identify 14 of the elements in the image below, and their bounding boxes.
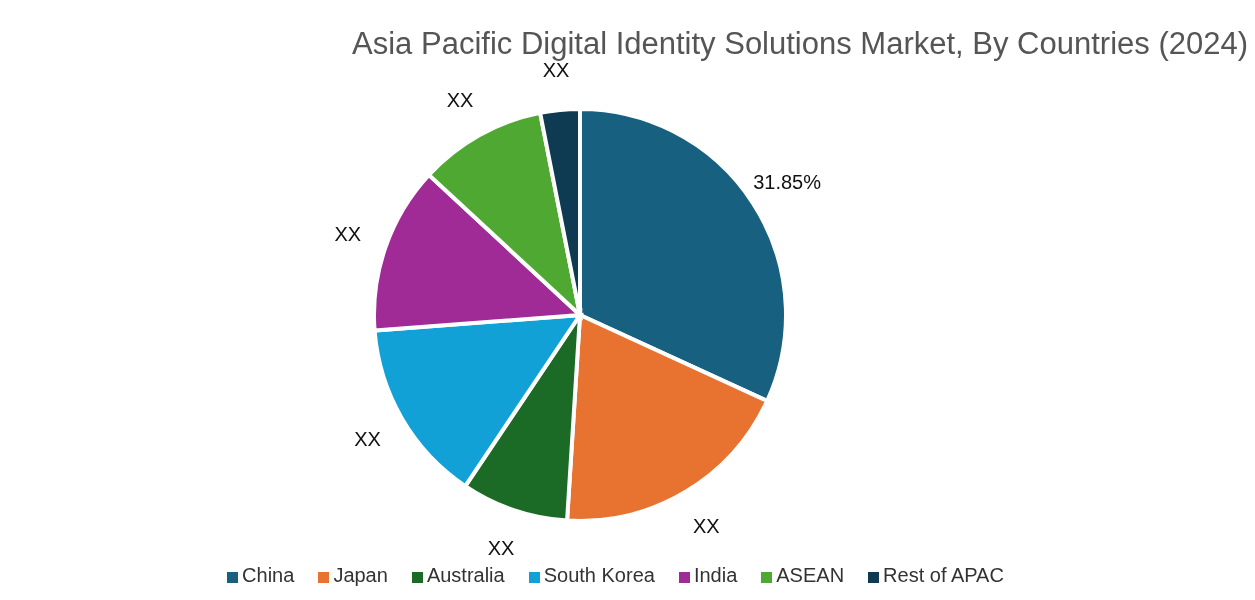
legend-label: ASEAN (776, 564, 845, 586)
legend-label: Australia (426, 564, 505, 586)
legend-label: India (693, 564, 738, 586)
data-label: XX (334, 222, 362, 245)
legend-label: Rest of APAC (883, 564, 1004, 586)
legend-label: South Korea (543, 564, 655, 586)
data-label: XX (354, 427, 381, 450)
data-label: XX (446, 89, 474, 112)
legend-label: Japan (333, 564, 388, 586)
data-label: 31.85% (753, 171, 822, 194)
chart-title: Asia Pacific Digital Identity Solutions Market, By Countries (2024) (351, 26, 1248, 62)
legend-label: China (242, 564, 295, 586)
data-label: XX (487, 536, 515, 559)
data-label: XX (692, 515, 720, 538)
